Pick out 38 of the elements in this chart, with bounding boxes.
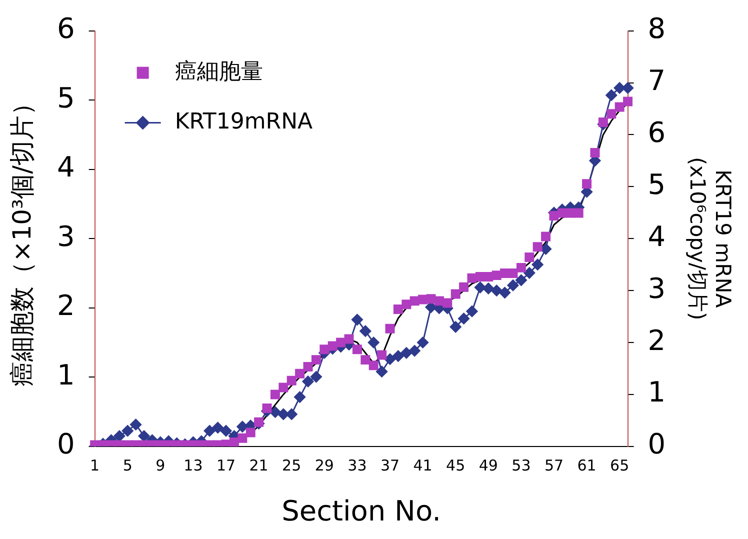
y2-tick-label: 7 [648, 64, 666, 98]
y2-tick-label: 6 [648, 116, 666, 149]
x-tick-label: 5 [122, 456, 132, 474]
y2-tick-label: 3 [648, 272, 666, 305]
y-tick-label: 3 [56, 220, 75, 253]
x-tick-label: 17 [216, 456, 236, 474]
y2-tick-label: 4 [648, 220, 666, 253]
y-tick-label: 6 [56, 12, 75, 46]
x-tick-label: 53 [512, 456, 531, 474]
x-tick-label: 9 [156, 456, 166, 474]
y-tick-label: 2 [56, 289, 75, 322]
x-tick-label: 49 [478, 456, 498, 474]
x-tick-label: 13 [184, 456, 203, 474]
legend-label: KRT19mRNA [174, 110, 313, 135]
x-tick-label: 29 [314, 456, 334, 474]
y2-tick-label: 8 [648, 12, 666, 46]
y-tick-label: 0 [56, 428, 75, 461]
x-tick-label: 21 [249, 456, 268, 474]
y2-axis-title: KRT19 mRNA (x10⁶copy/切片) [686, 157, 735, 320]
y-tick-label: 4 [56, 150, 75, 184]
x-tick-label: 57 [544, 456, 564, 474]
y2-tick-label: 0 [648, 428, 666, 461]
y2-tick-label: 2 [648, 324, 666, 357]
y-axis-title: 癌細胞数（×10³個/切片） [8, 90, 36, 387]
x-tick-label: 45 [446, 456, 466, 474]
x-tick-label: 37 [380, 456, 400, 474]
x-tick-label: 41 [413, 456, 432, 474]
x-axis-title: Section No. [282, 494, 442, 528]
x-tick-label: 61 [577, 456, 596, 474]
x-tick-label: 1 [90, 456, 100, 474]
x-tick-label: 65 [610, 456, 630, 474]
x-tick-label: 25 [282, 456, 302, 474]
y-tick-label: 5 [56, 81, 75, 114]
legend-label: 癌細胞量 [174, 60, 263, 85]
y-tick-label: 1 [56, 358, 75, 392]
y2-tick-label: 5 [648, 168, 666, 201]
y2-tick-label: 1 [648, 376, 666, 409]
x-tick-label: 33 [348, 456, 367, 474]
